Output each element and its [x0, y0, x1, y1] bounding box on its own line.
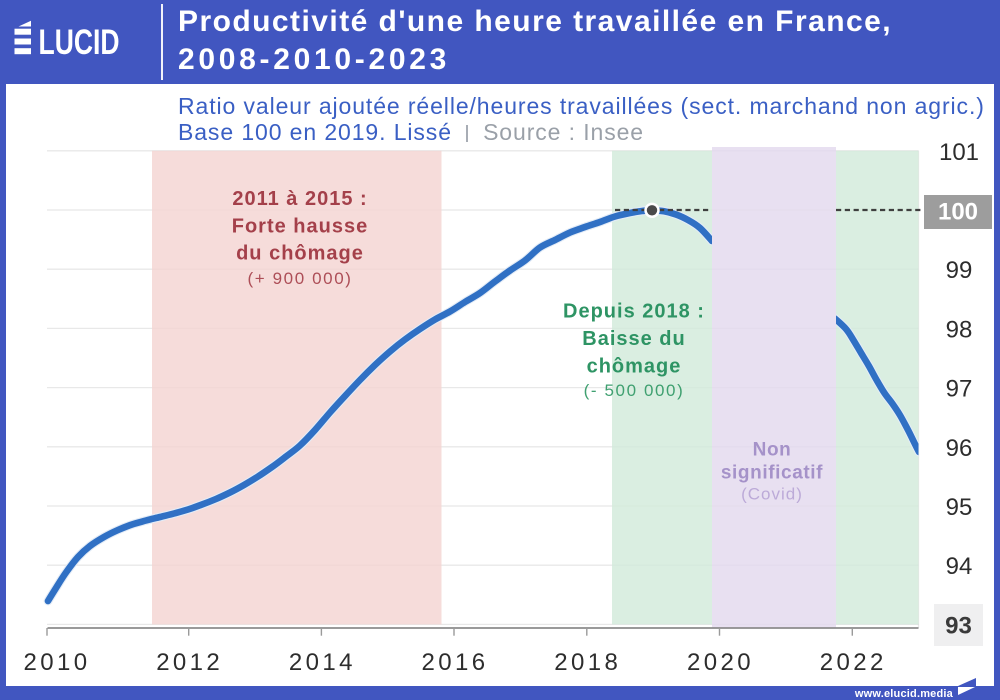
- svg-text:96: 96: [946, 435, 973, 462]
- svg-text:Forte hausse: Forte hausse: [232, 216, 368, 238]
- svg-text:2014: 2014: [289, 649, 356, 676]
- svg-text:2010: 2010: [24, 649, 91, 676]
- svg-text:2022: 2022: [820, 649, 887, 676]
- svg-text:2016: 2016: [422, 649, 489, 676]
- svg-text:2018: 2018: [554, 649, 621, 676]
- svg-text:(+ 900 000): (+ 900 000): [247, 269, 352, 288]
- svg-text:95: 95: [946, 494, 973, 521]
- svg-text:chômage: chômage: [587, 356, 682, 378]
- svg-text:94: 94: [946, 553, 973, 580]
- svg-text:2020: 2020: [687, 649, 754, 676]
- svg-text:101: 101: [939, 139, 979, 166]
- svg-text:du chômage: du chômage: [236, 243, 364, 265]
- svg-text:2011 à 2015 :: 2011 à 2015 :: [232, 188, 367, 210]
- svg-text:98: 98: [946, 316, 973, 343]
- svg-text:Non: Non: [753, 440, 792, 461]
- svg-text:(Covid): (Covid): [741, 485, 803, 504]
- svg-text:Depuis 2018 :: Depuis 2018 :: [563, 301, 705, 323]
- svg-text:Baisse du: Baisse du: [582, 328, 685, 350]
- svg-text:2012: 2012: [156, 649, 223, 676]
- svg-text:97: 97: [946, 376, 973, 403]
- svg-text:99: 99: [946, 257, 973, 284]
- svg-text:100: 100: [938, 199, 978, 226]
- svg-text:LUCID: LUCID: [39, 23, 120, 62]
- svg-text:93: 93: [945, 613, 972, 640]
- svg-text:(- 500 000): (- 500 000): [584, 381, 685, 400]
- svg-text:significatif: significatif: [721, 463, 823, 484]
